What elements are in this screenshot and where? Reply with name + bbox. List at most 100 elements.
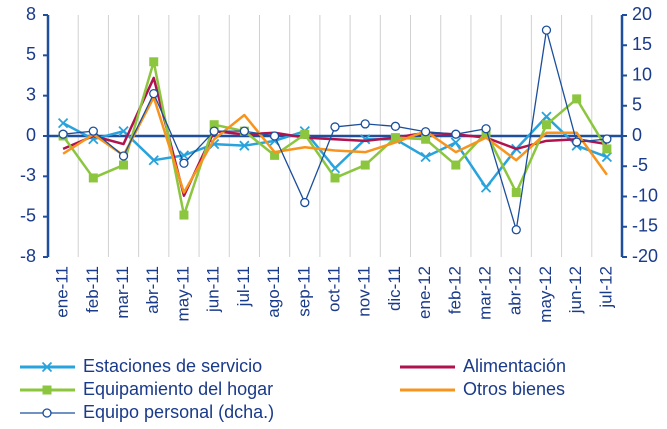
x-tick-label: may-12 — [536, 266, 555, 323]
marker — [148, 155, 159, 166]
legend-label: Estaciones de servicio — [83, 356, 262, 376]
marker — [330, 173, 340, 183]
marker — [88, 126, 98, 136]
legend-label: Equipamiento del hogar — [83, 379, 273, 399]
x-tick-label: feb-12 — [445, 266, 464, 314]
marker-stroke — [329, 163, 341, 174]
marker-stroke — [118, 126, 129, 137]
marker — [178, 150, 190, 161]
marker — [451, 129, 461, 139]
x-tick-label: oct-11 — [324, 266, 343, 312]
marker — [541, 111, 552, 122]
marker — [149, 89, 159, 99]
x-tick-label: abr-11 — [143, 266, 162, 314]
marker — [360, 160, 370, 170]
x-tick-label: feb-11 — [83, 266, 102, 313]
marker — [330, 122, 340, 132]
marker — [602, 134, 612, 144]
marker — [602, 144, 612, 154]
x-tick-label: nov-11 — [355, 266, 374, 317]
x-tick-label: ago-11 — [264, 266, 283, 318]
marker-stroke — [541, 111, 552, 122]
x-tick-label: mar-11 — [113, 266, 132, 319]
x-tick-label: may-11 — [173, 266, 192, 321]
marker — [451, 160, 461, 170]
marker — [179, 210, 189, 220]
y-tick-label: -3 — [20, 165, 36, 185]
marker — [118, 126, 129, 137]
marker-stroke — [480, 182, 492, 193]
marker — [420, 151, 431, 163]
marker-stroke — [601, 151, 613, 163]
marker — [511, 225, 521, 235]
marker — [41, 361, 53, 373]
y-tick-label: 8 — [26, 4, 36, 24]
marker — [572, 94, 582, 104]
x-tick-label: sep-11 — [294, 266, 313, 317]
x-tick-label: abr-12 — [506, 266, 525, 315]
marker — [481, 124, 491, 134]
y-tick-label: -8 — [20, 246, 36, 266]
marker — [269, 131, 280, 141]
marker-stroke — [41, 361, 53, 373]
marker — [209, 126, 219, 136]
marker — [42, 385, 52, 395]
marker — [541, 120, 551, 130]
marker — [329, 163, 341, 174]
marker — [480, 182, 492, 193]
marker-stroke — [178, 150, 190, 161]
marker-stroke — [420, 151, 431, 163]
y2-tick-label: 5 — [632, 95, 642, 115]
marker — [119, 160, 129, 170]
y-tick-label: -5 — [20, 205, 36, 225]
y2-tick-label: 0 — [632, 125, 642, 145]
marker-stroke — [239, 140, 250, 151]
y2-tick-label: -10 — [632, 185, 658, 205]
y2-tick-label: 10 — [632, 64, 652, 84]
x-tick-label: jun-12 — [566, 266, 585, 314]
y-tick-label: 5 — [26, 44, 36, 64]
marker — [300, 129, 310, 139]
x-tick-label: ene-12 — [415, 266, 434, 319]
marker-stroke — [450, 137, 461, 148]
marker — [239, 140, 250, 151]
marker — [58, 129, 68, 139]
marker-stroke — [57, 117, 69, 129]
marker — [511, 187, 521, 197]
marker — [149, 57, 159, 67]
marker-stroke — [148, 155, 159, 166]
marker-stroke — [209, 138, 220, 150]
marker — [450, 137, 461, 148]
marker — [541, 25, 552, 35]
legend-label: Alimentación — [463, 356, 566, 376]
series-line — [62, 76, 608, 197]
x-tick-label: dic-11 — [385, 266, 404, 311]
marker — [421, 134, 431, 144]
marker — [572, 137, 582, 147]
marker — [88, 173, 98, 183]
marker-stroke — [360, 134, 371, 145]
y2-tick-label: -15 — [632, 216, 658, 236]
marker — [118, 151, 129, 161]
marker — [270, 150, 280, 160]
legend-label: Equipo personal (dcha.) — [83, 402, 274, 422]
marker — [209, 120, 219, 130]
x-tick-label: mar-12 — [476, 266, 495, 320]
x-tick-label: jun-11 — [204, 266, 223, 313]
marker — [360, 134, 371, 145]
y2-tick-label: 15 — [632, 34, 652, 54]
y2-tick-label: 20 — [632, 4, 652, 24]
y-tick-label: 0 — [26, 125, 36, 145]
marker — [390, 121, 401, 131]
marker — [360, 119, 370, 129]
marker — [300, 197, 310, 208]
x-tick-label: jul-12 — [596, 266, 615, 309]
marker — [42, 408, 52, 418]
x-tick-label: ene-11 — [53, 266, 72, 318]
marker — [179, 158, 189, 168]
y-tick-label: 3 — [26, 84, 36, 104]
legend-label: Otros bienes — [463, 379, 565, 399]
y2-tick-label: -5 — [632, 155, 648, 175]
